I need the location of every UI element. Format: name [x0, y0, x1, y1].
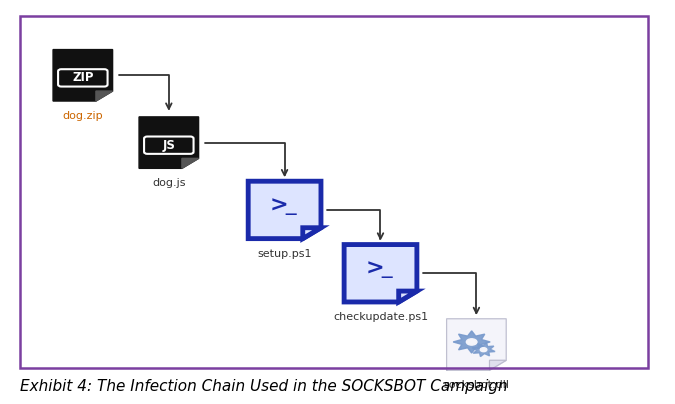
- Text: Exhibit 4: The Infection Chain Used in the SOCKSBOT Campaign: Exhibit 4: The Infection Chain Used in t…: [20, 379, 508, 393]
- Polygon shape: [399, 291, 417, 302]
- Polygon shape: [96, 91, 113, 101]
- Text: —: —: [284, 208, 296, 221]
- Polygon shape: [53, 50, 113, 101]
- Polygon shape: [453, 331, 490, 353]
- Polygon shape: [472, 343, 495, 357]
- Text: JS: JS: [163, 139, 176, 152]
- Circle shape: [480, 348, 487, 351]
- Polygon shape: [248, 181, 321, 239]
- Polygon shape: [303, 228, 321, 239]
- Polygon shape: [344, 244, 417, 302]
- Text: dog.zip: dog.zip: [63, 111, 103, 121]
- Polygon shape: [182, 158, 198, 168]
- Polygon shape: [344, 244, 417, 302]
- Polygon shape: [248, 181, 321, 239]
- FancyBboxPatch shape: [144, 137, 194, 154]
- Polygon shape: [399, 291, 417, 302]
- Polygon shape: [489, 360, 506, 370]
- Text: >: >: [269, 195, 288, 215]
- Text: setup.ps1: setup.ps1: [257, 248, 312, 259]
- Text: dog.js: dog.js: [152, 178, 186, 188]
- Circle shape: [466, 339, 477, 345]
- Text: —: —: [380, 271, 392, 284]
- Text: socksbot.dll: socksbot.dll: [443, 380, 510, 390]
- Polygon shape: [447, 319, 506, 370]
- Polygon shape: [303, 228, 321, 239]
- Text: >: >: [365, 259, 384, 279]
- Polygon shape: [139, 117, 198, 168]
- Text: checkupdate.ps1: checkupdate.ps1: [333, 312, 428, 322]
- FancyBboxPatch shape: [58, 69, 107, 86]
- Text: ZIP: ZIP: [72, 72, 94, 84]
